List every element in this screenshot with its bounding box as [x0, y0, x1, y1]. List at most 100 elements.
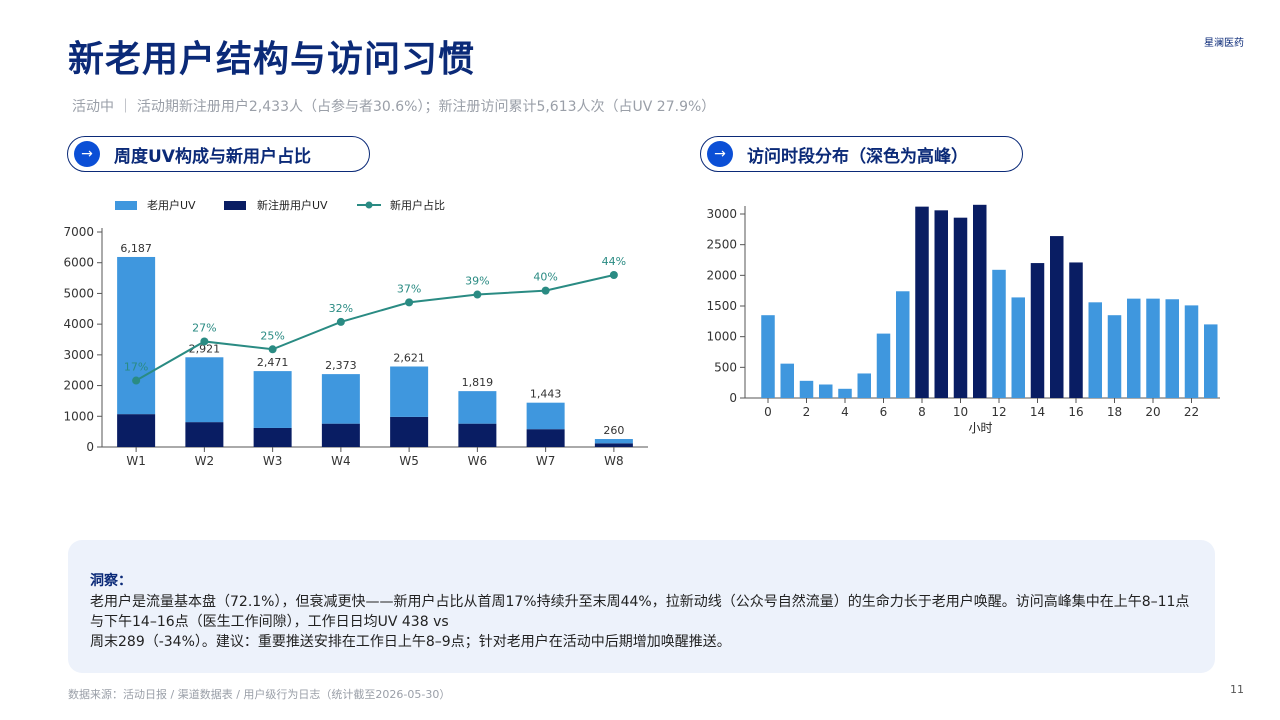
legend-label-old-users: 老用户UV [147, 198, 196, 212]
y-tick-label: 6000 [63, 256, 94, 270]
bar-hour-0 [761, 315, 775, 398]
page-subtitle: 活动中 ｜ 活动期新注册用户2,433人（占参与者30.6%）；新注册访问累计5… [72, 99, 716, 115]
x-axis-label: 小时 [968, 421, 992, 435]
arrow-right-icon: → [74, 141, 100, 167]
insight-box: 洞察： 老用户是流量基本盘（72.1%），但衰减更快——新用户占比从首周17%持… [68, 540, 1215, 673]
y-tick-label: 4000 [63, 317, 94, 331]
bar-total-label-W8: 260 [603, 424, 624, 437]
bar-hour-20 [1146, 298, 1160, 398]
x-tick-label-W6: W6 [468, 454, 488, 468]
bar-hour-13 [1011, 297, 1025, 398]
legend-marker-new-ratio [365, 201, 373, 209]
bar-new-users-W2 [185, 422, 224, 447]
x-tick-label-20: 20 [1145, 405, 1160, 419]
y-tick-label: 2000 [706, 268, 737, 282]
bar-hour-7 [896, 291, 910, 398]
bar-hour-15 [1050, 236, 1064, 398]
bar-hour-23 [1204, 324, 1218, 398]
weekly-uv-chart: 老用户UV 新注册用户UV 新用户占比 0 1000 2000 3000 4000 5000 60… [63, 198, 648, 468]
y-tick-label: 1000 [706, 330, 737, 344]
point-new-ratio-W6 [473, 290, 482, 299]
bar-old-users-W7 [526, 402, 565, 430]
bar-hour-17 [1088, 302, 1102, 398]
point-new-ratio-W2 [200, 337, 209, 346]
bar-total-label-W3: 2,471 [257, 356, 289, 369]
x-tick-label-16: 16 [1068, 405, 1083, 419]
bar-new-users-W1 [117, 414, 156, 447]
hourly-visit-section-label: 访问时段分布（深色为高峰） [747, 146, 968, 167]
bar-hour-6 [876, 333, 891, 398]
bar-new-users-W4 [321, 423, 360, 447]
bar-new-users-W8 [594, 443, 633, 447]
y-tick-label: 3000 [706, 207, 737, 221]
line-new-ratio [135, 274, 615, 382]
x-tick-label-W7: W7 [536, 454, 556, 468]
y-tick-label: 0 [729, 391, 737, 405]
bar-old-users-W2 [185, 357, 224, 423]
bar-new-users-W6 [458, 423, 497, 447]
page-title: 新老用户结构与访问习惯 [68, 39, 476, 80]
bar-hour-22 [1184, 305, 1199, 398]
y-tick-label: 2000 [63, 379, 94, 393]
bar-hour-8 [915, 206, 929, 398]
bar-hour-2 [799, 380, 814, 398]
x-tick-label-2: 2 [803, 405, 811, 419]
label-new-ratio-W7: 40% [533, 271, 557, 284]
bar-new-users-W3 [253, 427, 292, 447]
legend-label-new-ratio: 新用户占比 [390, 198, 445, 212]
bar-hour-16 [1069, 262, 1083, 398]
x-tick-label-6: 6 [880, 405, 888, 419]
bar-old-users-W8 [594, 439, 633, 444]
point-new-ratio-W4 [336, 317, 345, 326]
bar-new-users-W5 [390, 416, 429, 447]
y-tick-label: 3000 [63, 348, 94, 362]
y-tick-label: 2500 [706, 238, 737, 252]
hourly-visit-chart: 0 500 1000 1500 2000 2500 3000 0 2 4 6 8 10 12 14 16 18 2… [706, 204, 1220, 435]
bar-hour-12 [992, 269, 1006, 398]
x-tick-label-14: 14 [1030, 405, 1045, 419]
bar-hour-3 [819, 384, 833, 398]
label-new-ratio-W1: 17% [124, 361, 148, 374]
point-new-ratio-W8 [609, 271, 618, 279]
point-new-ratio-W7 [541, 286, 550, 295]
point-new-ratio-W3 [268, 345, 277, 354]
x-tick-label-18: 18 [1107, 405, 1122, 419]
bar-hour-21 [1165, 299, 1179, 398]
y-tick-label: 1500 [706, 299, 737, 313]
point-new-ratio-W1 [132, 376, 141, 385]
brand-name: 星澜医药 [1204, 38, 1244, 49]
bar-total-label-W5: 2,621 [393, 351, 425, 364]
bar-hour-11 [973, 204, 987, 398]
bar-hour-14 [1030, 263, 1045, 398]
bar-total-label-W7: 1,443 [530, 388, 562, 401]
arrow-right-icon: → [707, 141, 733, 167]
x-tick-label-W3: W3 [263, 454, 283, 468]
weekly-uv-section-header: → 周度UV构成与新用户占比 [67, 136, 370, 172]
legend-swatch-old-users [115, 201, 137, 210]
x-tick-label-8: 8 [918, 405, 926, 419]
label-new-ratio-W8: 44% [602, 255, 626, 268]
bar-hour-1 [780, 363, 794, 398]
bar-total-label-W6: 1,819 [462, 376, 494, 389]
bar-old-users-W3 [253, 371, 292, 428]
page-number: 11 [1230, 683, 1244, 696]
insight-heading: 洞察： [90, 573, 132, 589]
legend-label-new-users: 新注册用户UV [257, 198, 328, 212]
bar-total-label-W1: 6,187 [120, 242, 152, 255]
x-tick-label-W1: W1 [126, 454, 146, 468]
legend-swatch-new-users [224, 201, 246, 210]
hourly-visit-section-header: → 访问时段分布（深色为高峰） [700, 136, 1023, 172]
y-tick-label: 0 [86, 440, 94, 454]
label-new-ratio-W2: 27% [192, 321, 216, 334]
bar-hour-18 [1107, 315, 1122, 398]
x-tick-label-W5: W5 [399, 454, 419, 468]
insight-text-line-2: 周末289（-34%）。建议：重要推送安排在工作日上午8–9点；针对老用户在活动… [90, 634, 731, 650]
bar-old-users-W4 [321, 374, 360, 424]
x-tick-label-0: 0 [764, 405, 772, 419]
label-new-ratio-W5: 37% [397, 282, 421, 295]
bar-old-users-W5 [390, 366, 429, 417]
y-tick-label: 1000 [63, 409, 94, 423]
y-tick-label: 5000 [63, 286, 94, 300]
x-tick-label-W2: W2 [195, 454, 215, 468]
bar-new-users-W7 [526, 429, 565, 447]
